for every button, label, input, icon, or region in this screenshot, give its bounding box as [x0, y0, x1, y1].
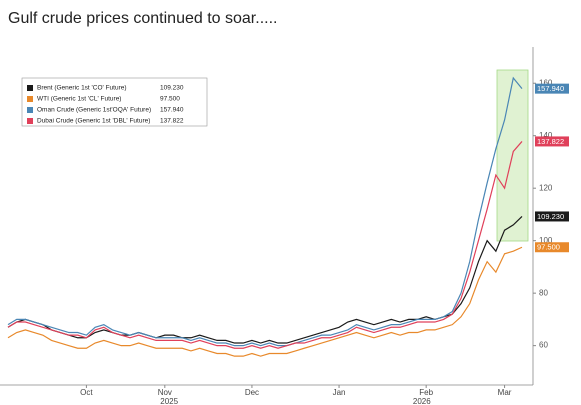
- legend-value: 97.500: [160, 96, 180, 103]
- end-value-label: 137.822: [537, 137, 564, 146]
- legend-label: Dubai Crude (Generic 1st 'DBL' Future): [37, 118, 150, 125]
- legend-box: [21, 77, 208, 127]
- y-tick-label: 60: [539, 341, 548, 350]
- legend-swatch: [27, 96, 33, 102]
- y-tick-label: 80: [539, 288, 548, 297]
- legend-value: 137.822: [160, 118, 184, 125]
- legend-label: WTI (Generic 1st 'CL' Future): [37, 96, 121, 103]
- series-line: [7, 141, 523, 349]
- end-value-label: 157.940: [537, 84, 564, 93]
- y-tick-label: 120: [539, 183, 553, 192]
- x-tick-label: Oct: [80, 388, 93, 397]
- x-tick-label: Dec: [245, 388, 259, 397]
- end-value-label: 97.500: [537, 243, 560, 252]
- y-tick-label: 140: [539, 131, 553, 140]
- y-tick-label: 100: [539, 236, 553, 245]
- series-line: [7, 246, 523, 357]
- legend-label: Oman Crude (Generic 1st'OQA' Future): [37, 107, 151, 114]
- x-tick-label: Jan: [333, 388, 346, 397]
- y-tick-label: 160: [539, 78, 553, 87]
- x-tick-label: Feb: [419, 388, 433, 397]
- end-value-box: [535, 211, 569, 222]
- legend-value: 157.940: [160, 107, 184, 114]
- legend-swatch: [27, 85, 33, 91]
- end-value-box: [535, 136, 569, 147]
- legend-value: 109.230: [160, 85, 184, 92]
- x-tick-label: Mar: [498, 388, 512, 397]
- x-tick-label: Nov: [158, 388, 172, 397]
- legend-swatch: [27, 107, 33, 113]
- x-group-label: 2025: [160, 397, 178, 405]
- series-line: [7, 76, 523, 347]
- end-value-label: 109.230: [537, 212, 564, 221]
- end-value-box: [535, 83, 569, 94]
- end-value-box: [535, 242, 569, 253]
- x-group-label: 2026: [413, 397, 431, 405]
- legend-label: Brent (Generic 1st 'CO' Future): [37, 85, 127, 92]
- chart-title: Gulf crude prices continued to soar.....: [8, 10, 277, 27]
- legend-swatch: [27, 118, 33, 124]
